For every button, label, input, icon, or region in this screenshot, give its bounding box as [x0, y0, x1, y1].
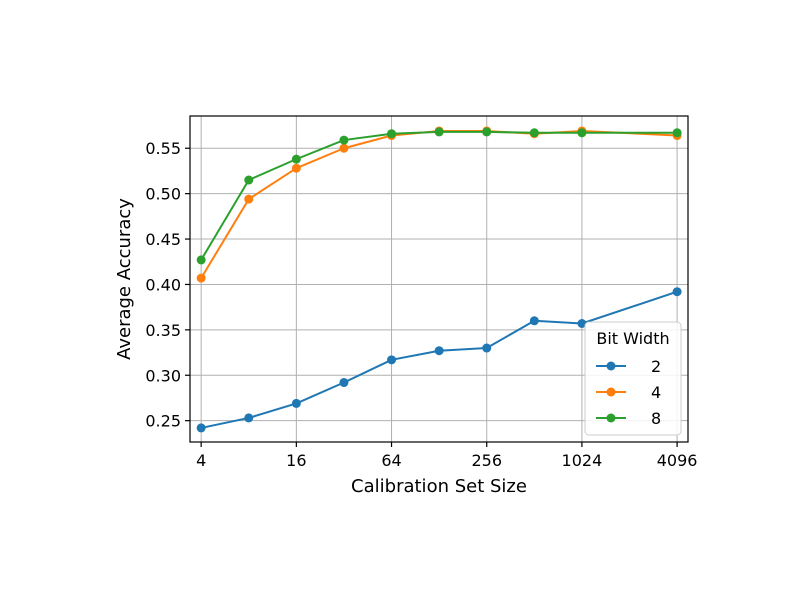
x-tick-label: 16: [286, 451, 306, 470]
series-line: [200, 290, 678, 429]
y-tick-label: 0.50: [145, 185, 181, 204]
series-line: [200, 129, 678, 279]
data-point: [434, 127, 444, 137]
data-point: [672, 287, 682, 297]
data-point: [482, 127, 492, 137]
legend-item: 4: [596, 383, 661, 402]
series-lines: [196, 126, 682, 433]
y-axis-label: Average Accuracy: [114, 198, 135, 360]
data-point: [387, 129, 397, 139]
y-tick-label: 0.25: [145, 412, 181, 431]
legend-label: 2: [651, 357, 661, 376]
series-line: [200, 130, 678, 261]
y-tick-label: 0.35: [145, 321, 181, 340]
axis-ticks: 4 16 64 256 1024 4096 0.25 0.30 0.35 0.40 0.45 0.50…: [145, 139, 697, 470]
data-point: [577, 318, 587, 328]
data-point: [434, 346, 444, 356]
legend-item: 2: [596, 357, 661, 376]
data-point: [529, 128, 539, 138]
series-4: [196, 126, 682, 283]
data-point: [244, 194, 254, 204]
data-point: [196, 423, 206, 433]
data-point: [339, 143, 349, 153]
plot-frame: [189, 115, 689, 443]
x-tick-label: 256: [471, 451, 502, 470]
data-point: [339, 135, 349, 145]
y-tick-label: 0.45: [145, 230, 181, 249]
series-2: [196, 287, 682, 433]
legend-box: [584, 321, 682, 436]
data-point: [291, 154, 301, 164]
data-point: [244, 175, 254, 185]
data-point: [672, 128, 682, 138]
x-tick-label: 4: [196, 451, 206, 470]
y-tick-label: 0.55: [145, 139, 181, 158]
data-point: [291, 163, 301, 173]
series-8: [196, 127, 682, 265]
data-point: [196, 273, 206, 283]
grid-lines: [190, 116, 688, 442]
data-point: [529, 316, 539, 326]
legend-label: 4: [651, 383, 661, 402]
legend-item: 8: [596, 409, 661, 428]
x-tick-label: 1024: [562, 451, 603, 470]
x-axis-label: Calibration Set Size: [351, 476, 527, 497]
data-point: [482, 343, 492, 353]
data-point: [577, 128, 587, 138]
legend-marker: [606, 413, 616, 423]
legend-title: Bit Width: [596, 329, 669, 348]
data-point: [196, 255, 206, 265]
data-point: [291, 398, 301, 408]
y-tick-label: 0.30: [145, 366, 181, 385]
data-point: [339, 378, 349, 388]
legend-marker: [606, 387, 616, 397]
x-tick-label: 4096: [657, 451, 698, 470]
legend: Bit Width 2 4 8: [584, 321, 682, 436]
legend-marker: [606, 361, 616, 371]
y-tick-label: 0.40: [145, 275, 181, 294]
legend-label: 8: [651, 409, 661, 428]
x-tick-label: 64: [381, 451, 401, 470]
data-point: [244, 413, 254, 423]
data-point: [387, 355, 397, 365]
